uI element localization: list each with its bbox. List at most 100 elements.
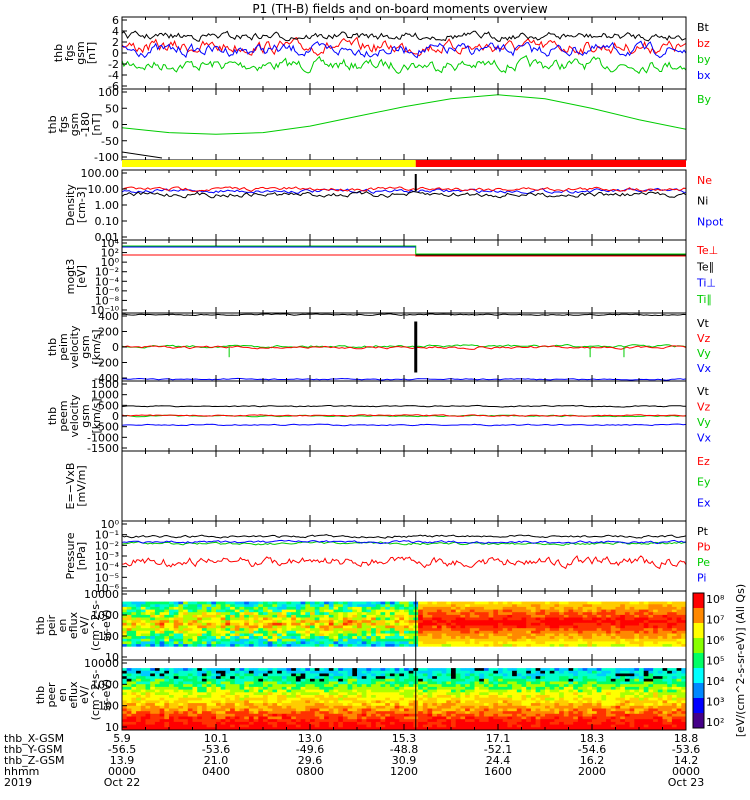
heatmap-cell: [427, 660, 433, 664]
heatmap-cell: [521, 630, 527, 634]
heatmap-cell: [653, 596, 659, 600]
heatmap-cell: [385, 599, 391, 603]
heatmap-cell: [338, 676, 344, 680]
heatmap-cell: [540, 593, 546, 597]
heatmap-cell: [512, 646, 518, 650]
heatmap-cell: [244, 625, 250, 629]
heatmap-cell: [451, 601, 457, 605]
heatmap-cell: [187, 676, 193, 680]
heatmap-cell: [469, 609, 475, 613]
heatmap-cell: [169, 612, 175, 616]
heatmap-cell: [338, 636, 344, 640]
heatmap-cell: [404, 649, 410, 653]
heatmap-cell: [300, 638, 306, 642]
heatmap-cell: [681, 612, 687, 616]
heatmap-cell: [606, 670, 612, 674]
heatmap-cell: [474, 638, 480, 642]
legend-bx: bx: [697, 69, 711, 82]
heatmap-cell: [662, 596, 668, 600]
heatmap-cell: [601, 681, 607, 685]
heatmap-cell: [197, 641, 203, 645]
heatmap-cell: [483, 636, 489, 640]
heatmap-cell: [610, 670, 616, 674]
heatmap-cell: [333, 622, 339, 626]
heatmap-cell: [521, 660, 527, 664]
heatmap-cell: [483, 660, 489, 664]
heatmap-cell: [624, 599, 630, 603]
heatmap-cell: [526, 670, 532, 674]
heatmap-cell: [319, 657, 325, 661]
heatmap-cell: [328, 599, 334, 603]
heatmap-cell: [399, 668, 405, 672]
heatmap-cell: [573, 676, 579, 680]
heatmap-cell: [305, 601, 311, 605]
heatmap-cell: [211, 636, 217, 640]
heatmap-cell: [676, 657, 682, 661]
heatmap-cell: [436, 596, 442, 600]
heatmap-cell: [577, 668, 583, 672]
y-label-line: [eV]: [75, 265, 88, 288]
heatmap-cell: [352, 591, 358, 595]
heatmap-cell: [592, 604, 598, 608]
heatmap-cell: [582, 660, 588, 664]
heatmap-cell: [639, 593, 645, 597]
heatmap-cell: [375, 681, 381, 685]
heatmap-cell: [385, 673, 391, 677]
heatmap-cell: [187, 681, 193, 685]
heatmap-cell: [126, 678, 132, 682]
heatmap-cell: [295, 614, 301, 618]
heatmap-cell: [568, 630, 574, 634]
heatmap-cell: [230, 625, 236, 629]
heatmap-cell: [220, 654, 226, 658]
heatmap-cell: [653, 630, 659, 634]
heatmap-cell: [549, 628, 555, 632]
heatmap-cell: [399, 633, 405, 637]
heatmap-cell: [469, 633, 475, 637]
heatmap-cell: [347, 599, 353, 603]
heatmap-cell: [657, 614, 663, 618]
heatmap-cell: [559, 670, 565, 674]
heatmap-cell: [516, 625, 522, 629]
heatmap-cell: [657, 591, 663, 595]
heatmap-cell: [596, 622, 602, 626]
heatmap-cell: [577, 593, 583, 597]
heatmap-cell: [559, 625, 565, 629]
heatmap-cell: [671, 657, 677, 661]
heatmap-cell: [629, 620, 635, 624]
heatmap-cell: [624, 601, 630, 605]
heatmap-cell: [314, 630, 320, 634]
heatmap-cell: [601, 662, 607, 666]
heatmap-cell: [272, 633, 278, 637]
heatmap-cell: [272, 604, 278, 608]
heatmap-cell: [357, 612, 363, 616]
heatmap-cell: [277, 625, 283, 629]
heatmap-cell: [357, 617, 363, 621]
heatmap-cell: [483, 668, 489, 672]
heatmap-cell: [479, 670, 485, 674]
y-axis-label: E=−VxB[mV/m]: [64, 463, 88, 510]
heatmap-cell: [159, 638, 165, 642]
y-tick-label: 0: [112, 410, 119, 423]
heatmap-cell: [159, 657, 165, 661]
heatmap-cell: [131, 604, 137, 608]
heatmap-cell: [441, 609, 447, 613]
heatmap-cell: [126, 660, 132, 664]
heatmap-cell: [126, 662, 132, 666]
heatmap-cell: [216, 593, 222, 597]
heatmap-cell: [563, 668, 569, 672]
heatmap-cell: [366, 604, 372, 608]
heatmap-cell: [451, 604, 457, 608]
heatmap-cell: [540, 614, 546, 618]
heatmap-cell: [512, 660, 518, 664]
heatmap-cell: [211, 601, 217, 605]
heatmap-cell: [596, 641, 602, 645]
heatmap-cell: [291, 662, 297, 666]
y-tick-label: -400: [94, 372, 119, 385]
heatmap-cell: [545, 673, 551, 677]
heatmap-cell: [300, 622, 306, 626]
heatmap-cell: [342, 609, 348, 613]
heatmap-cell: [582, 633, 588, 637]
heatmap-cell: [451, 625, 457, 629]
heatmap-cell: [657, 606, 663, 610]
heatmap-cell: [676, 654, 682, 658]
